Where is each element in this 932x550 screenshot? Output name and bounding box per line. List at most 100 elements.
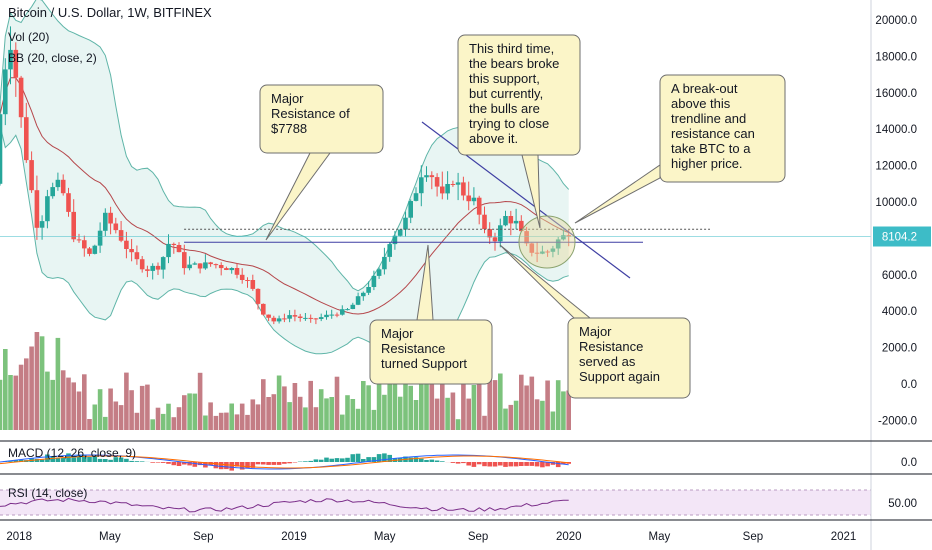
macd-histogram-bar	[113, 457, 119, 462]
macd-histogram-bar	[150, 462, 155, 463]
candle-body	[308, 317, 313, 319]
price-axis[interactable]: 20000.0 18000.0 16000.0 14000.0 12000.0 10000…	[873, 15, 931, 510]
macd-histogram-bar	[382, 453, 387, 462]
callout-line: A break-out	[671, 81, 738, 96]
macd-tick-label: 0.0	[901, 457, 917, 469]
macd-histogram-bar	[129, 460, 134, 462]
macd-histogram-bar	[192, 462, 198, 467]
volume-bar	[245, 414, 250, 430]
volume-bar	[139, 385, 145, 430]
price-tick-label: 0.0	[901, 379, 917, 391]
macd-histogram-bar	[529, 462, 535, 466]
callout-line: trendline and	[671, 111, 746, 126]
volume-bar	[87, 419, 92, 430]
rsi-pane	[0, 489, 871, 516]
time-tick-label: 2018	[6, 531, 32, 543]
volume-bar	[408, 385, 413, 430]
macd-histogram-bar	[271, 462, 277, 465]
macd-histogram-bar	[492, 462, 498, 467]
volume-bar	[419, 377, 424, 430]
callout-line: take BTC to a	[671, 141, 751, 156]
candle-body	[355, 296, 361, 305]
macd-histogram-bar	[303, 461, 308, 462]
volume-bar	[482, 415, 487, 430]
candle-body	[429, 175, 435, 178]
macd-histogram-bar	[124, 458, 129, 462]
volume-bar	[134, 412, 140, 430]
candle-body	[255, 288, 261, 304]
volume-bar	[197, 372, 203, 430]
candle-body	[297, 316, 303, 318]
macd-histogram-bar	[440, 461, 445, 462]
price-tick-label: 4000.0	[882, 306, 917, 318]
candle-body	[87, 248, 92, 254]
volume-bar	[487, 371, 492, 430]
time-tick-label: 2021	[831, 531, 857, 543]
price-tick-label: 16000.0	[875, 88, 917, 100]
volume-bar	[303, 407, 308, 430]
macd-histogram-bar	[408, 457, 413, 462]
macd-histogram-bar	[329, 458, 334, 462]
candle-body	[519, 220, 524, 232]
volume-bar	[534, 399, 540, 430]
price-tick-label: 18000.0	[875, 51, 917, 63]
macd-histogram-bar	[234, 462, 240, 467]
price-tick-label: -2000.0	[878, 415, 917, 427]
volume-bar	[566, 390, 571, 430]
candle-body	[545, 251, 550, 253]
callout-line: but currently,	[469, 86, 543, 101]
macd-histogram-bar	[434, 460, 440, 462]
macd-histogram-bar	[482, 462, 487, 467]
callout-box	[567, 317, 691, 399]
candle-body	[50, 187, 55, 197]
callout-line: served as	[579, 354, 636, 369]
candle-body	[282, 318, 287, 320]
last-price-label: 8104.2	[882, 232, 917, 244]
candle-body	[250, 280, 256, 289]
candle-body	[76, 239, 82, 241]
candle-body	[103, 212, 108, 231]
candle-body	[29, 160, 34, 191]
macd-histogram-bar	[345, 457, 350, 462]
macd-histogram-bar	[476, 462, 482, 465]
macd-histogram-bar	[255, 462, 261, 465]
candle-body	[124, 240, 129, 249]
volume-bar	[192, 393, 198, 430]
volume-bars	[0, 332, 571, 430]
rsi-tick-label: 50.00	[888, 498, 917, 510]
highlight-ellipse	[518, 215, 576, 269]
macd-histogram-bar	[171, 462, 177, 466]
volume-bar	[297, 396, 303, 430]
candle-body	[166, 243, 171, 258]
macd-histogram-bar	[82, 455, 87, 462]
volume-bar	[450, 392, 456, 430]
volume-bar	[371, 409, 377, 430]
candle-body	[476, 197, 482, 215]
time-tick-label: Sep	[193, 531, 213, 543]
volume-bar	[513, 400, 519, 430]
macd-histogram-bar	[245, 462, 250, 469]
macd-histogram-bar	[366, 457, 371, 462]
volume-bar	[171, 417, 177, 430]
candle-body	[376, 269, 382, 276]
macd-histogram-bar	[229, 462, 234, 471]
candle-body	[13, 49, 19, 78]
volume-bar	[355, 408, 361, 430]
candle-body	[345, 309, 350, 311]
macd-histogram-bar	[324, 457, 329, 462]
volume-bar	[66, 377, 71, 430]
volume-bar	[229, 403, 234, 430]
volume-bar	[3, 349, 8, 430]
candle-body	[313, 318, 319, 320]
candle-body	[266, 314, 271, 318]
time-axis[interactable]: 2018 May Sep 2019 May Sep 2020 May Sep 2021	[6, 531, 856, 543]
rsi-band	[0, 490, 871, 515]
macd-histogram-bar	[266, 462, 271, 465]
macd-histogram-bar	[13, 460, 19, 462]
time-tick-label: May	[649, 531, 671, 543]
candle-body	[224, 268, 229, 270]
volume-bar	[476, 381, 482, 430]
